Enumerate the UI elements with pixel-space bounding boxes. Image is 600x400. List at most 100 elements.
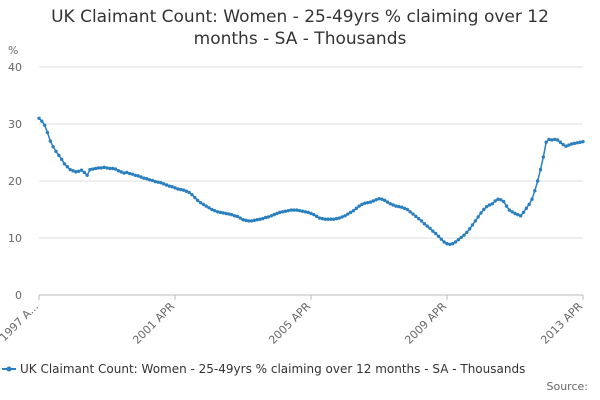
data-point [252,218,257,223]
data-point [68,167,72,172]
data-point [42,123,47,127]
data-point [144,177,149,181]
data-point [275,211,279,216]
data-point [507,208,512,212]
data-point [173,186,177,190]
data-point [450,242,455,246]
data-point [351,208,356,213]
data-point [102,165,106,170]
data-point [266,215,271,219]
data-point [59,157,64,162]
data-point [422,222,427,226]
data-point [238,216,242,220]
data-point [348,210,353,215]
data-point [283,209,288,213]
data-point [346,212,350,216]
data-point [490,202,495,206]
data-point [204,204,208,208]
data-point [388,202,393,206]
data-point [289,208,293,212]
data-point [108,166,112,171]
data-point [439,237,444,241]
data-point [150,178,155,183]
data-point [459,235,463,240]
data-point [365,200,370,205]
data-point [377,196,381,201]
data-point [286,208,291,213]
x-tick-label: 2013 APR [538,300,585,347]
data-point [496,197,500,201]
data-point [561,142,565,147]
data-point [258,217,262,221]
data-point [425,224,429,228]
data-point [453,240,458,244]
data-point [176,187,180,191]
data-point [139,175,143,179]
data-point [159,181,163,185]
data-point [343,214,347,218]
data-point [334,216,339,221]
x-tick-label: 2009 APR [402,300,449,347]
data-point [178,187,183,192]
data-point [550,138,554,142]
data-point [309,211,313,216]
data-point [445,242,449,246]
data-point [456,238,461,242]
data-point [261,216,265,221]
data-point [130,172,135,176]
data-point [136,174,140,178]
data-point [518,214,523,218]
data-point [391,203,395,207]
data-point [269,214,274,218]
data-point [246,219,251,223]
data-point [229,212,234,217]
data-point [527,202,531,207]
data-point [71,169,75,173]
data-point [280,210,285,214]
data-point [297,208,302,213]
data-point [207,206,211,210]
data-point [232,214,237,218]
data-point [218,210,223,215]
data-point [317,216,322,220]
data-point [147,178,152,182]
legend-label: UK Claimant Count: Women - 25-49yrs % cl… [20,362,525,376]
data-point [479,211,483,215]
data-point [195,198,200,203]
data-point [436,234,441,238]
data-point [414,214,418,219]
data-point [303,210,308,214]
data-point [533,188,537,193]
data-point [569,142,574,146]
data-point [524,206,529,211]
data-point [300,209,305,213]
y-tick-label: 40 [8,61,22,74]
data-point [295,208,299,212]
data-point [241,218,245,222]
data-point [510,210,514,214]
data-point [323,217,327,221]
data-point [462,233,466,237]
data-point [516,212,520,217]
data-point [221,211,225,215]
data-point [448,242,452,246]
data-point [170,185,174,189]
data-point [116,169,121,173]
data-point [201,202,206,207]
data-point [122,171,126,175]
data-point [224,211,228,216]
data-point [360,202,364,207]
data-point [212,208,217,213]
data-point [374,198,378,202]
x-tick-label: 2001 APR [130,300,177,347]
data-point [255,218,259,222]
data-point [431,229,435,233]
data-point [544,140,548,144]
data-point [249,219,254,223]
y-tick-label: 10 [8,232,22,245]
data-point [153,179,157,184]
data-point [187,190,191,195]
data-point [382,198,387,203]
